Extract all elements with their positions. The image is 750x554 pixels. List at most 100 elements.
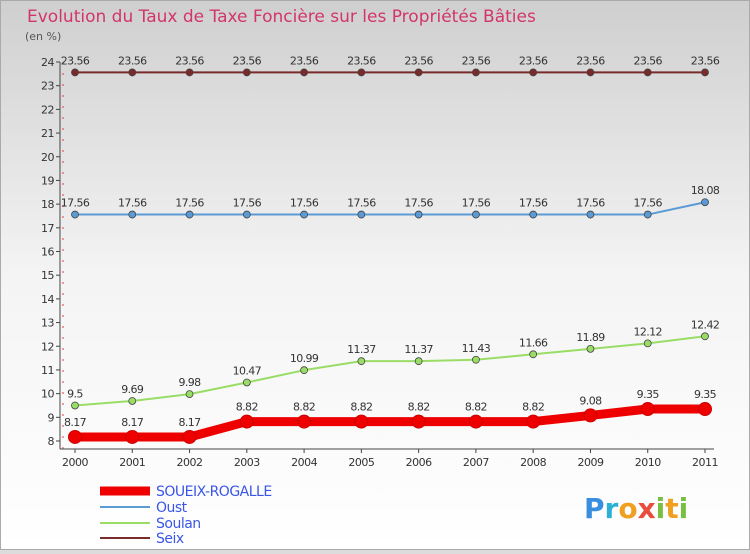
data-label: 10.99 <box>290 352 319 365</box>
x-tick-label: 2006 <box>406 456 432 469</box>
data-label: 11.37 <box>347 343 376 356</box>
data-label: 23.56 <box>175 54 204 67</box>
data-label: 8.17 <box>121 416 144 429</box>
data-point <box>701 332 709 341</box>
series-line <box>74 335 706 407</box>
x-tick-label: 2003 <box>234 456 260 469</box>
data-point <box>68 429 82 444</box>
x-tick-label: 2007 <box>463 456 489 469</box>
data-label: 18.08 <box>691 184 720 197</box>
x-tick-label: 2004 <box>291 456 317 469</box>
y-axis-label: (en %) <box>25 30 61 43</box>
data-point <box>414 357 423 366</box>
data-label: 23.56 <box>633 54 662 67</box>
y-tick-label: 14 <box>41 293 54 306</box>
data-label: 12.42 <box>691 318 720 331</box>
x-tick-label: 2000 <box>62 456 88 469</box>
data-point <box>643 68 652 77</box>
data-point <box>414 210 423 219</box>
x-tick-label: 2009 <box>577 456 603 469</box>
data-label: 11.37 <box>404 343 433 356</box>
data-label: 17.56 <box>633 197 662 210</box>
data-label: 9.69 <box>121 383 144 396</box>
data-label: 23.56 <box>347 54 376 67</box>
data-label: 17.56 <box>233 197 262 210</box>
series-seix: 23.56 23.56 23.56 23.56 23.56 23.56 23.56 23.56… <box>61 54 720 77</box>
data-label: 17.56 <box>519 197 548 210</box>
proxiti-logo: Proxiti <box>584 492 688 525</box>
data-point <box>300 68 308 77</box>
data-point <box>297 414 312 429</box>
x-tick-label: 2005 <box>348 456 374 469</box>
data-label: 17.56 <box>404 197 433 210</box>
y-tick-label: 10 <box>41 388 54 401</box>
y-tick-label: 9 <box>48 411 55 424</box>
data-point <box>357 210 366 219</box>
data-point <box>701 68 709 77</box>
data-label: 8.82 <box>522 401 544 414</box>
x-tick-label: 2010 <box>635 456 661 469</box>
data-point <box>71 68 79 77</box>
series-oust: 17.56 17.56 17.56 17.56 17.56 17.56 17.56 17.56… <box>61 184 720 219</box>
data-label: 9.35 <box>637 388 660 401</box>
x-tick-label: 2002 <box>177 456 203 469</box>
x-tick-label: 2008 <box>520 456 546 469</box>
y-tick-label: 8 <box>48 435 55 448</box>
data-label: 23.56 <box>691 54 720 67</box>
data-label: 8.17 <box>64 416 87 429</box>
data-point <box>300 210 308 219</box>
data-label: 23.56 <box>519 54 548 67</box>
legend-label: Seix <box>156 531 184 547</box>
data-label: 23.56 <box>404 54 433 67</box>
data-point <box>185 68 194 77</box>
y-tick-label: 13 <box>41 317 54 330</box>
y-tick-label: 17 <box>41 222 54 235</box>
y-tick-label: 19 <box>41 174 54 187</box>
data-point <box>242 210 251 219</box>
data-point <box>583 408 598 423</box>
data-point <box>529 68 538 77</box>
data-point <box>128 210 137 219</box>
series-line <box>74 201 706 216</box>
series-soulan: 9.5 9.69 9.98 10.47 10.99 11.37 11.37 11.43 11.6… <box>67 318 720 410</box>
data-label: 23.56 <box>118 54 147 67</box>
data-point <box>242 378 251 387</box>
series-layer: 17.56 17.56 17.56 17.56 17.56 17.56 17.56 17.56… <box>61 54 720 444</box>
data-point <box>357 68 366 77</box>
data-point <box>357 357 366 366</box>
data-label: 9.35 <box>694 388 717 401</box>
chart-title: Evolution du Taux de Taxe Foncière sur l… <box>27 7 536 27</box>
data-point <box>239 414 254 429</box>
data-point <box>182 429 197 444</box>
x-tick-label: 2011 <box>692 456 718 469</box>
data-point <box>242 68 251 77</box>
data-point <box>586 68 595 77</box>
data-label: 8.17 <box>178 416 201 429</box>
data-point <box>185 390 194 398</box>
data-point <box>128 68 137 77</box>
y-tick-label: 21 <box>41 127 54 140</box>
data-point <box>125 429 140 444</box>
data-label: 8.82 <box>293 401 315 414</box>
data-label: 17.56 <box>118 197 147 210</box>
logo-text: Proxiti <box>584 492 688 525</box>
data-label: 23.56 <box>462 54 491 67</box>
data-label: 8.82 <box>408 401 430 414</box>
data-point <box>586 344 595 353</box>
legend-label: Oust <box>156 500 188 516</box>
data-point <box>586 210 595 219</box>
data-point <box>300 366 308 375</box>
y-tick-label: 15 <box>41 269 54 282</box>
data-point <box>640 402 655 417</box>
data-point <box>71 401 79 410</box>
y-tick-label: 12 <box>41 340 54 353</box>
data-point <box>185 210 194 219</box>
data-label: 23.56 <box>61 54 90 67</box>
series-soueix-rogalle: 8.17 8.17 8.17 8.82 8.82 8.82 8.82 8.82 8.82 9.08… <box>64 388 717 444</box>
data-point <box>526 414 541 429</box>
legend-label: Soulan <box>156 516 201 532</box>
data-label: 17.56 <box>290 197 319 210</box>
